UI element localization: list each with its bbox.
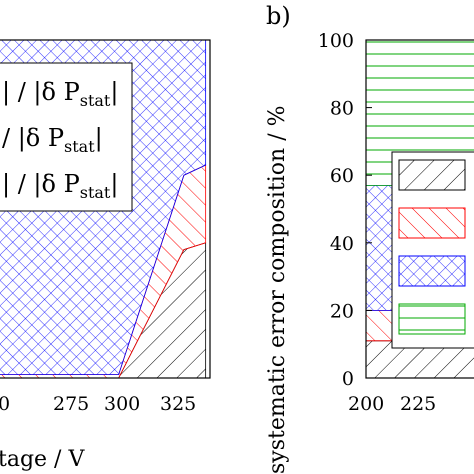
y-tick-label-b: 60: [330, 165, 354, 187]
legend-entry-1: | / |δ Pstat|: [2, 78, 118, 110]
x-tick-label-b: 225: [400, 393, 436, 415]
legend-entry-3: | / |δ Pstat|: [2, 170, 118, 202]
legend-swatch-black: [398, 159, 466, 191]
x-tick-label-b: 200: [348, 393, 384, 415]
y-tick-label-b: 0: [342, 368, 354, 390]
y-tick-label-b: 20: [330, 300, 354, 322]
x-ticks-b: 200 225: [348, 393, 436, 415]
x-axis-label-a: tage / V: [0, 447, 85, 472]
x-tick-label-a: 325: [160, 393, 196, 415]
chart-panel-b: b) 0 20 40 60 80 100 200 225 systematic error …: [265, 2, 474, 474]
legend-box-a: [0, 62, 133, 212]
x-tick-label-a: 0: [0, 393, 10, 415]
x-tick-label-a: 275: [53, 393, 89, 415]
legend-swatch-blue: [398, 255, 466, 287]
plot-frame-a: [0, 39, 211, 379]
area-series-b-4: [366, 40, 474, 186]
legend-swatch-red: [398, 207, 466, 239]
legend-swatch-green: [398, 303, 466, 335]
y-axis-label-b: systematic error composition / %: [265, 105, 290, 474]
panel-label-b: b): [266, 2, 291, 30]
y-tick-label-b: 40: [330, 233, 354, 255]
legend-entry-2: / |δ Pstat|: [2, 124, 103, 156]
x-ticks-a: 0 275 300 325: [0, 393, 196, 415]
y-tick-label-b: 80: [330, 98, 354, 120]
legend-b: [391, 151, 474, 349]
legend-a: | / |δ Pstat| / |δ Pstat| | / |δ Pstat|: [0, 62, 133, 212]
plot-frame-b: [365, 39, 474, 379]
y-tick-label-b: 100: [318, 30, 354, 52]
y-ticks-b: 0 20 40 60 80 100: [318, 30, 372, 390]
x-tick-label-a: 300: [104, 393, 140, 415]
chart-panel-a: 0 275 300 325 tage / V | / |δ Pstat| / |δ P…: [0, 39, 211, 472]
